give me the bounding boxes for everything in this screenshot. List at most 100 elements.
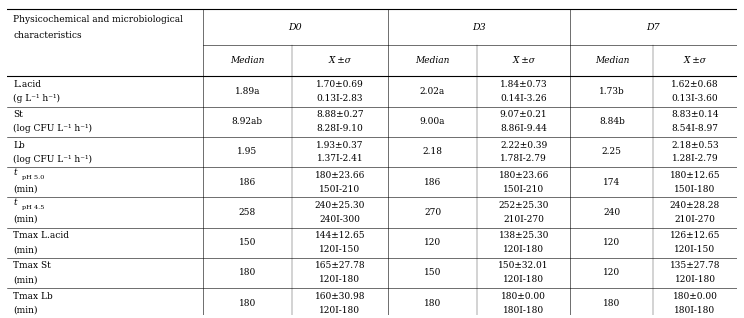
- Text: (g L⁻¹ h⁻¹): (g L⁻¹ h⁻¹): [13, 94, 60, 103]
- Text: 120I-180: 120I-180: [319, 306, 360, 315]
- Text: 8.54I-8.97: 8.54I-8.97: [672, 124, 719, 133]
- Text: 180: 180: [239, 299, 256, 308]
- Text: X̅ ±σ: X̅ ±σ: [512, 56, 535, 65]
- Text: 120: 120: [424, 238, 441, 247]
- Text: 1.84±0.73: 1.84±0.73: [500, 80, 548, 89]
- Text: 2.18: 2.18: [423, 148, 443, 156]
- Text: 120I-180: 120I-180: [675, 275, 716, 284]
- Text: 258: 258: [239, 208, 256, 217]
- Text: 1.70±0.69: 1.70±0.69: [316, 80, 364, 89]
- Text: (log CFU L⁻¹ h⁻¹): (log CFU L⁻¹ h⁻¹): [13, 154, 92, 163]
- Text: X̅ ±σ: X̅ ±σ: [684, 56, 707, 65]
- Text: 240: 240: [603, 208, 620, 217]
- Text: 120: 120: [603, 238, 620, 247]
- Text: 0.13I-3.60: 0.13I-3.60: [672, 94, 718, 103]
- Text: L.acid: L.acid: [13, 80, 41, 89]
- Text: 8.28I-9.10: 8.28I-9.10: [316, 124, 363, 133]
- Text: 252±25.30: 252±25.30: [498, 201, 549, 210]
- Text: 120I-180: 120I-180: [319, 275, 360, 284]
- Text: 1.78I-2.79: 1.78I-2.79: [500, 155, 547, 163]
- Text: 240I-300: 240I-300: [319, 215, 360, 224]
- Text: D3: D3: [472, 23, 486, 32]
- Text: 270: 270: [424, 208, 441, 217]
- Text: 186: 186: [424, 178, 441, 187]
- Text: 8.88±0.27: 8.88±0.27: [316, 110, 364, 119]
- Text: 180: 180: [424, 299, 441, 308]
- Text: 126±12.65: 126±12.65: [670, 231, 720, 240]
- Text: 1.62±0.68: 1.62±0.68: [671, 80, 719, 89]
- Text: 180±12.65: 180±12.65: [670, 171, 720, 180]
- Text: 120I-150: 120I-150: [319, 245, 361, 254]
- Text: 174: 174: [603, 178, 620, 187]
- Text: (log CFU L⁻¹ h⁻¹): (log CFU L⁻¹ h⁻¹): [13, 124, 92, 133]
- Text: 150I-210: 150I-210: [319, 185, 361, 194]
- Text: 120I-180: 120I-180: [503, 245, 544, 254]
- Text: 8.92ab: 8.92ab: [232, 117, 263, 126]
- Text: 1.37I-2.41: 1.37I-2.41: [317, 155, 363, 163]
- Text: 180: 180: [239, 268, 256, 277]
- Text: 180±0.00: 180±0.00: [501, 292, 546, 301]
- Text: 8.86I-9.44: 8.86I-9.44: [500, 124, 547, 133]
- Text: 1.93±0.37: 1.93±0.37: [316, 141, 364, 149]
- Text: (min): (min): [13, 275, 38, 284]
- Text: 150: 150: [424, 268, 441, 277]
- Text: 210I-270: 210I-270: [675, 215, 716, 224]
- Text: Median: Median: [415, 56, 449, 65]
- Text: 160±30.98: 160±30.98: [315, 292, 365, 301]
- Text: Lb: Lb: [13, 141, 25, 149]
- Text: St: St: [13, 110, 23, 119]
- Text: 2.25: 2.25: [602, 148, 622, 156]
- Text: 120I-180: 120I-180: [503, 275, 544, 284]
- Text: 8.84b: 8.84b: [599, 117, 625, 126]
- Text: 180±0.00: 180±0.00: [673, 292, 717, 301]
- Text: 186: 186: [239, 178, 256, 187]
- Text: (min): (min): [13, 306, 38, 315]
- Text: D0: D0: [289, 23, 302, 32]
- Text: t: t: [13, 168, 17, 177]
- Text: 0.13I-2.83: 0.13I-2.83: [317, 94, 363, 103]
- Text: 9.07±0.21: 9.07±0.21: [500, 110, 548, 119]
- Text: 0.14I-3.26: 0.14I-3.26: [501, 94, 547, 103]
- Text: (min): (min): [13, 215, 38, 224]
- Text: characteristics: characteristics: [13, 31, 82, 40]
- Text: 165±27.78: 165±27.78: [315, 261, 365, 270]
- Text: Median: Median: [594, 56, 629, 65]
- Text: pH 5.0: pH 5.0: [22, 175, 45, 180]
- Text: 150±32.01: 150±32.01: [498, 261, 549, 270]
- Text: 150: 150: [239, 238, 256, 247]
- Text: 180±23.66: 180±23.66: [315, 171, 365, 180]
- Text: 1.73b: 1.73b: [599, 87, 625, 96]
- Text: 150I-180: 150I-180: [674, 185, 716, 194]
- Text: pH 4.5: pH 4.5: [22, 205, 45, 210]
- Text: 1.28I-2.79: 1.28I-2.79: [672, 155, 718, 163]
- Text: 120I-150: 120I-150: [675, 245, 716, 254]
- Text: 180±23.66: 180±23.66: [498, 171, 549, 180]
- Text: 138±25.30: 138±25.30: [498, 231, 549, 240]
- Text: (min): (min): [13, 185, 38, 194]
- Text: 2.22±0.39: 2.22±0.39: [500, 141, 548, 149]
- Text: Tmax Lb: Tmax Lb: [13, 292, 53, 301]
- Text: 1.95: 1.95: [237, 148, 257, 156]
- Text: 144±12.65: 144±12.65: [315, 231, 365, 240]
- Text: 210I-270: 210I-270: [503, 215, 544, 224]
- Text: 1.89a: 1.89a: [234, 87, 260, 96]
- Text: 9.00a: 9.00a: [420, 117, 445, 126]
- Text: Median: Median: [230, 56, 265, 65]
- Text: 2.18±0.53: 2.18±0.53: [671, 141, 719, 149]
- Text: D7: D7: [647, 23, 660, 32]
- Text: 240±28.28: 240±28.28: [670, 201, 720, 210]
- Text: t: t: [13, 198, 17, 207]
- Text: Physicochemical and microbiological: Physicochemical and microbiological: [13, 15, 183, 24]
- Text: 180: 180: [603, 299, 620, 308]
- Text: 150I-210: 150I-210: [503, 185, 544, 194]
- Text: 240±25.30: 240±25.30: [315, 201, 365, 210]
- Text: 8.83±0.14: 8.83±0.14: [671, 110, 719, 119]
- Text: Tmax L.acid: Tmax L.acid: [13, 231, 69, 240]
- Text: 2.02a: 2.02a: [420, 87, 445, 96]
- Text: Tmax St: Tmax St: [13, 261, 51, 270]
- Text: 180I-180: 180I-180: [503, 306, 544, 315]
- Text: 180I-180: 180I-180: [675, 306, 716, 315]
- Text: 120: 120: [603, 268, 620, 277]
- Text: (min): (min): [13, 245, 38, 254]
- Text: X̅ ±σ: X̅ ±σ: [329, 56, 351, 65]
